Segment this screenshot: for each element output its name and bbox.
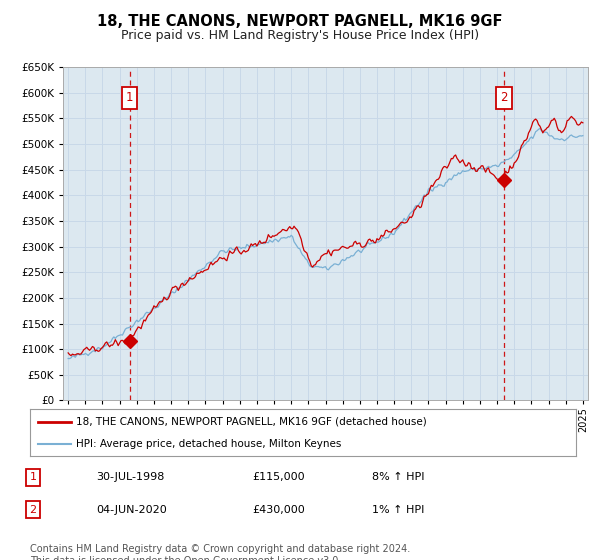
Text: HPI: Average price, detached house, Milton Keynes: HPI: Average price, detached house, Milt…	[76, 438, 342, 449]
Text: 1% ↑ HPI: 1% ↑ HPI	[372, 505, 424, 515]
Text: 2: 2	[29, 505, 37, 515]
Text: £115,000: £115,000	[252, 472, 305, 482]
Text: 2: 2	[500, 91, 508, 105]
Text: Contains HM Land Registry data © Crown copyright and database right 2024.
This d: Contains HM Land Registry data © Crown c…	[30, 544, 410, 560]
Text: Price paid vs. HM Land Registry's House Price Index (HPI): Price paid vs. HM Land Registry's House …	[121, 29, 479, 42]
Text: 18, THE CANONS, NEWPORT PAGNELL, MK16 9GF: 18, THE CANONS, NEWPORT PAGNELL, MK16 9G…	[97, 14, 503, 29]
Text: 18, THE CANONS, NEWPORT PAGNELL, MK16 9GF (detached house): 18, THE CANONS, NEWPORT PAGNELL, MK16 9G…	[76, 417, 427, 427]
Text: 1: 1	[29, 472, 37, 482]
Text: £430,000: £430,000	[252, 505, 305, 515]
Text: 1: 1	[126, 91, 133, 105]
Text: 04-JUN-2020: 04-JUN-2020	[96, 505, 167, 515]
Text: 30-JUL-1998: 30-JUL-1998	[96, 472, 164, 482]
Text: 8% ↑ HPI: 8% ↑ HPI	[372, 472, 425, 482]
